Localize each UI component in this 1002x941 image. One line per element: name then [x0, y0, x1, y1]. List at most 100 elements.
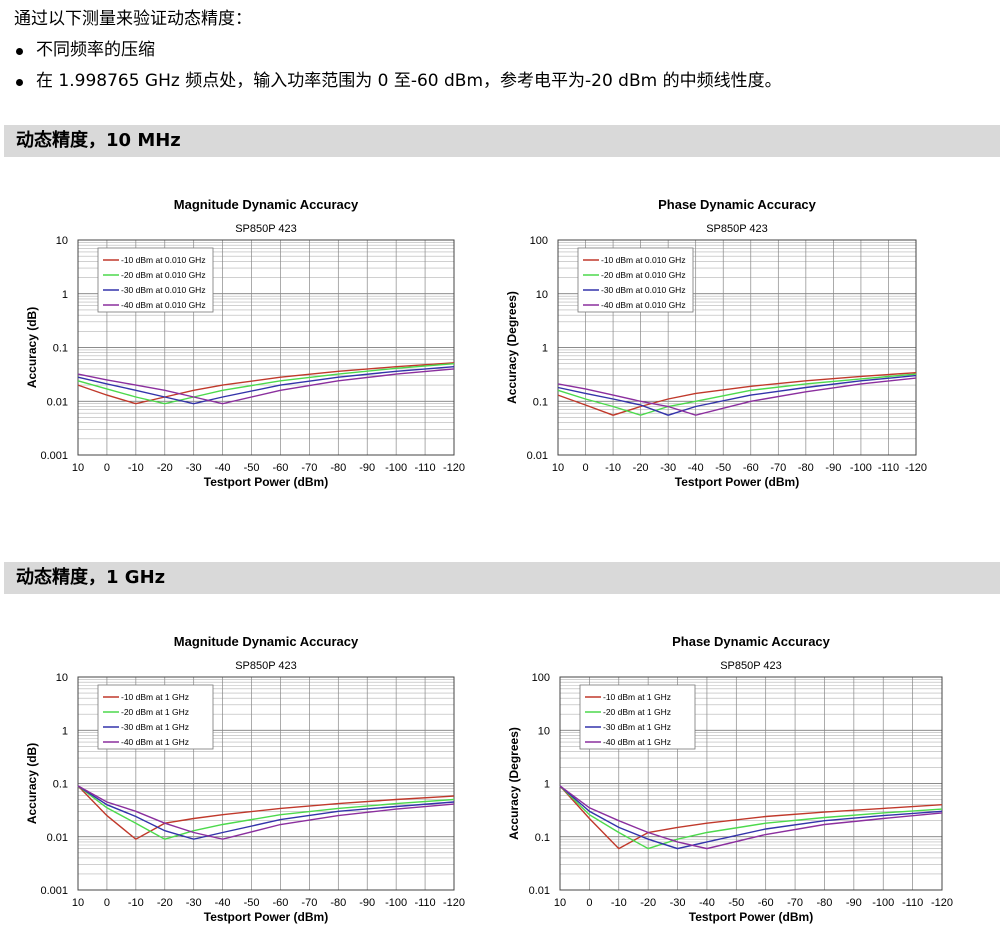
legend-label: -40 dBm at 1 GHz [603, 737, 671, 747]
y-tick-label: 0.1 [53, 343, 68, 355]
x-tick-label: -20 [157, 462, 173, 474]
y-tick-label: 0.1 [53, 779, 68, 791]
y-tick-label: 0.01 [527, 450, 548, 462]
legend-label: -10 dBm at 0.010 GHz [601, 255, 686, 265]
x-tick-label: -40 [699, 897, 715, 909]
x-axis-label: Testport Power (dBm) [204, 910, 328, 924]
series-line-2 [77, 785, 455, 840]
x-tick-label: -90 [359, 462, 375, 474]
y-tick-label: 10 [536, 289, 548, 301]
series-line-3 [77, 785, 455, 840]
x-tick-label: -40 [215, 897, 231, 909]
plot-frame [77, 239, 455, 456]
legend-label: -20 dBm at 1 GHz [603, 707, 671, 717]
legend-label: -20 dBm at 0.010 GHz [601, 270, 686, 280]
x-tick-label: -50 [244, 897, 260, 909]
x-tick-label: -120 [905, 462, 927, 474]
x-tick-label: -30 [186, 897, 202, 909]
plot-frame [559, 676, 943, 891]
x-tick-label: -80 [798, 462, 814, 474]
legend-label: -40 dBm at 1 GHz [121, 737, 189, 747]
x-tick-label: -50 [715, 462, 731, 474]
intro-text: 通过以下测量来验证动态精度： 不同频率的压缩 在 1.998765 GHz 频点… [14, 4, 782, 97]
series-line-4 [77, 368, 455, 405]
x-tick-label: -30 [186, 462, 202, 474]
x-tick-label: -60 [743, 462, 759, 474]
y-tick-label: 0.1 [533, 396, 548, 408]
x-tick-label: -30 [670, 897, 686, 909]
chart-subtitle: SP850P 423 [706, 223, 768, 235]
x-tick-label: -90 [846, 897, 862, 909]
x-tick-label: -70 [301, 462, 317, 474]
y-tick-label: 100 [530, 235, 548, 247]
x-tick-label: -110 [902, 897, 923, 909]
y-axis-label: Accuracy (Degrees) [505, 291, 519, 404]
intro-bullet: 在 1.998765 GHz 频点处，输入功率范围为 0 至-60 dBm，参考… [14, 66, 782, 97]
y-tick-label: 10 [56, 235, 68, 247]
x-axis-label: Testport Power (dBm) [675, 475, 799, 489]
series-line-2 [559, 785, 943, 850]
legend-label: -10 dBm at 1 GHz [121, 692, 189, 702]
x-tick-label: 0 [586, 897, 592, 909]
x-tick-label: -60 [273, 462, 289, 474]
x-axis-label: Testport Power (dBm) [204, 475, 328, 489]
series-line-1 [559, 785, 943, 850]
y-tick-label: 100 [532, 672, 550, 684]
y-tick-label: 1 [62, 725, 68, 737]
chart-title: Magnitude Dynamic Accuracy [174, 634, 359, 649]
section-header-1ghz: 动态精度，1 GHz [4, 562, 1000, 594]
x-tick-label: -20 [633, 462, 649, 474]
legend-box [579, 684, 696, 750]
chart-title: Magnitude Dynamic Accuracy [174, 197, 359, 212]
legend-label: -30 dBm at 0.010 GHz [121, 285, 206, 295]
series-line-4 [559, 785, 943, 850]
x-tick-label: 10 [554, 897, 566, 909]
series-line-2 [557, 373, 917, 416]
x-tick-label: 0 [104, 462, 110, 474]
legend-label: -40 dBm at 0.010 GHz [601, 300, 686, 310]
x-tick-label: -80 [330, 462, 346, 474]
y-tick-label: 1 [544, 779, 550, 791]
chart-subtitle: SP850P 423 [720, 660, 782, 672]
x-tick-label: -10 [128, 897, 144, 909]
y-tick-label: 0.001 [40, 885, 68, 897]
x-tick-label: -90 [359, 897, 375, 909]
plot-frame [77, 676, 455, 891]
legend-label: -30 dBm at 1 GHz [121, 722, 189, 732]
y-tick-label: 10 [56, 672, 68, 684]
x-tick-label: -30 [660, 462, 676, 474]
chart-subtitle: SP850P 423 [235, 223, 297, 235]
series-line-1 [77, 362, 455, 405]
x-tick-label: -110 [414, 897, 435, 909]
intro-heading: 通过以下测量来验证动态精度： [14, 9, 252, 29]
y-tick-label: 1 [62, 289, 68, 301]
y-tick-label: 0.001 [40, 450, 68, 462]
x-tick-label: -70 [787, 897, 803, 909]
x-tick-label: -10 [611, 897, 627, 909]
x-tick-label: -90 [825, 462, 841, 474]
section-header-10mhz: 动态精度，10 MHz [4, 125, 1000, 157]
series-line-4 [77, 785, 455, 840]
x-tick-label: -10 [128, 462, 144, 474]
y-axis-label: Accuracy (dB) [25, 743, 39, 824]
chart-title: Phase Dynamic Accuracy [658, 197, 817, 212]
legend-label: -30 dBm at 1 GHz [603, 722, 671, 732]
series-line-4 [557, 377, 917, 416]
legend-label: -20 dBm at 1 GHz [121, 707, 189, 717]
series-line-1 [77, 785, 455, 841]
series-line-2 [77, 363, 455, 405]
x-tick-label: -80 [817, 897, 833, 909]
x-tick-label: -100 [872, 897, 894, 909]
y-tick-label: 0.01 [47, 396, 68, 408]
intro-bullet-list: 不同频率的压缩 在 1.998765 GHz 频点处，输入功率范围为 0 至-6… [14, 35, 782, 97]
x-tick-label: 0 [582, 462, 588, 474]
x-tick-label: -40 [688, 462, 704, 474]
x-tick-label: 10 [72, 897, 84, 909]
legend-label: -10 dBm at 1 GHz [603, 692, 671, 702]
y-axis-label: Accuracy (dB) [25, 307, 39, 388]
x-tick-label: 10 [72, 462, 84, 474]
x-tick-label: 0 [104, 897, 110, 909]
x-tick-label: -10 [605, 462, 621, 474]
